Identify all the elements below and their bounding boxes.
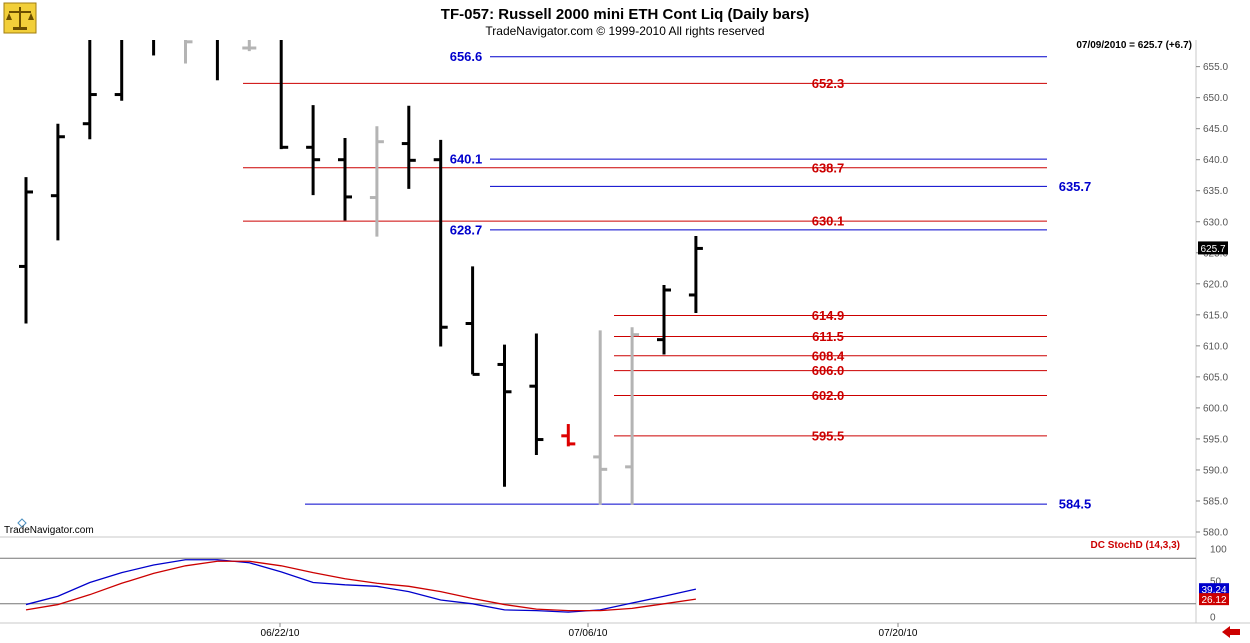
level-label-611.5: 611.5 <box>812 329 844 344</box>
ohlc-bar <box>50 123 65 241</box>
level-label-614.9: 614.9 <box>812 308 845 323</box>
price-tick-label: 630.0 <box>1203 217 1228 228</box>
level-label-595.5: 595.5 <box>812 428 845 443</box>
last-price-tag: 625.7 <box>1198 241 1228 255</box>
price-bars <box>19 40 703 505</box>
ohlc-bar <box>593 330 608 505</box>
watermark-icon <box>17 518 27 528</box>
price-tick-label: 585.0 <box>1203 496 1228 507</box>
ohlc-bar <box>561 424 576 447</box>
ohlc-bar <box>19 177 33 324</box>
level-label-652.3: 652.3 <box>812 76 845 91</box>
stoch-d-value: 26.12 <box>1201 595 1226 606</box>
stoch-k-tag: 39.24 <box>1199 583 1229 596</box>
price-tick-label: 595.0 <box>1203 434 1228 445</box>
price-tick-label: 620.0 <box>1203 279 1228 290</box>
stoch-d-tag-bg <box>1199 593 1229 606</box>
price-tick-label: 605.0 <box>1203 372 1228 383</box>
date-axis: 06/22/10 07/06/10 07/20/10 <box>261 623 918 639</box>
price-tick-label: 635.0 <box>1203 186 1228 197</box>
price-tick-label: 610.0 <box>1203 341 1228 352</box>
level-label-635.7: 635.7 <box>1059 179 1092 194</box>
ohlc-bar <box>497 344 512 487</box>
last-price-label: 625.7 <box>1200 244 1225 255</box>
price-tick-label: 615.0 <box>1203 310 1228 321</box>
price-tick-label: 580.0 <box>1203 528 1228 539</box>
level-label-638.7: 638.7 <box>812 160 845 175</box>
price-tick-label: 650.0 <box>1203 93 1228 104</box>
price-tick-label: 655.0 <box>1203 62 1228 73</box>
date-tick-label: 06/22/10 <box>261 628 300 639</box>
price-tick-label: 640.0 <box>1203 155 1228 166</box>
stoch-line-d <box>25 560 696 612</box>
level-label-602.0: 602.0 <box>812 388 845 403</box>
stoch-k-tag-bg <box>1199 583 1229 596</box>
ohlc-bar <box>688 236 703 313</box>
ohlc-bar <box>369 126 384 237</box>
level-label-640.1: 640.1 <box>450 152 483 167</box>
price-tick-label: 600.0 <box>1203 403 1228 414</box>
scroll-left-arrow-icon[interactable] <box>1222 626 1240 638</box>
copyright-text: TradeNavigator.com © 1999-2010 All right… <box>485 24 764 38</box>
ohlc-bar <box>465 266 480 376</box>
ohlc-bar <box>433 139 448 347</box>
stoch-d-tag: 26.12 <box>1199 593 1229 606</box>
level-label-608.4: 608.4 <box>812 348 845 363</box>
price-tick-label: 590.0 <box>1203 465 1228 476</box>
watermark-text: TradeNavigator.com <box>4 525 94 536</box>
ohlc-bar <box>279 40 289 150</box>
chart-title: TF-057: Russell 2000 mini ETH Cont Liq (… <box>441 6 809 23</box>
stoch-tick-label: 100 <box>1210 545 1227 556</box>
level-lines: 656.6 652.3 640.1 638.7 635.7 630.1 628.7 614.9… <box>243 49 1092 512</box>
price-tick-label: 645.0 <box>1203 124 1228 135</box>
date-tick-label: 07/20/10 <box>879 628 918 639</box>
stoch-tick-label: 0 <box>1210 613 1216 624</box>
level-label-630.1: 630.1 <box>812 214 845 229</box>
level-label-606.0: 606.0 <box>812 363 845 378</box>
last-info-text: 07/09/2010 = 625.7 (+6.7) <box>1076 40 1192 51</box>
level-label-584.5: 584.5 <box>1059 497 1092 512</box>
price-axis: 580.0 585.0 590.0 595.0 600.0 605.0 610.0 615.0… <box>1196 62 1228 539</box>
ohlc-bar <box>625 327 640 505</box>
ohlc-bar <box>401 105 416 189</box>
ohlc-bar <box>529 333 544 456</box>
ohlc-bar <box>82 40 97 140</box>
stoch-k-value: 39.24 <box>1201 585 1226 596</box>
ohlc-bar <box>114 40 124 101</box>
ohlc-bar <box>242 40 257 52</box>
level-label-628.7: 628.7 <box>450 222 483 237</box>
date-tick-label: 07/06/10 <box>569 628 608 639</box>
stoch-tick-label: 50 <box>1210 577 1222 588</box>
indicator-name: DC StochD (14,3,3) <box>1091 540 1180 551</box>
ohlc-bar <box>184 40 193 64</box>
level-label-656.6: 656.6 <box>450 49 483 64</box>
ohlc-bar <box>338 137 352 221</box>
ohlc-bar <box>306 105 321 196</box>
logo-scales-icon[interactable] <box>3 2 37 34</box>
ohlc-bar <box>657 285 671 355</box>
